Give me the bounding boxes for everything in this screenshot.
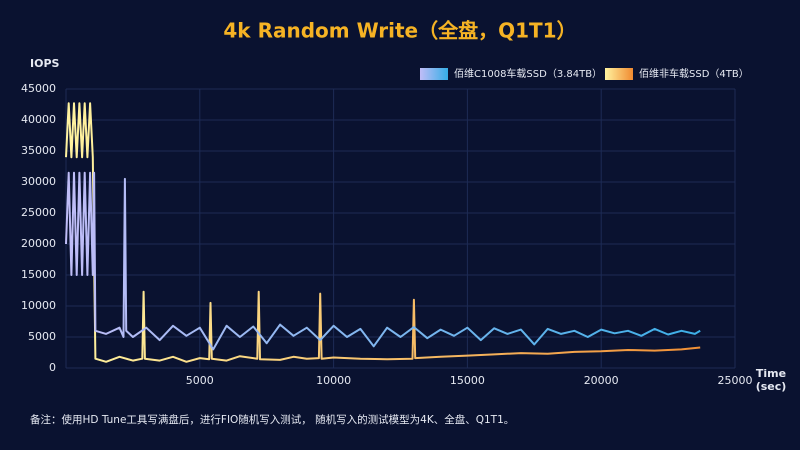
x-axis-label: Time <box>756 367 786 380</box>
y-tick-label: 30000 <box>21 175 56 188</box>
x-tick-label: 15000 <box>450 374 485 387</box>
footnote: 备注：使用HD Tune工具写满盘后，进行FIO随机写入测试， 随机写入的测试模… <box>30 413 514 426</box>
y-tick-label: 40000 <box>21 113 56 126</box>
x-axis-label: (sec) <box>756 380 787 393</box>
legend-label: 佰维非车载SSD（4TB） <box>639 67 749 80</box>
series-line <box>65 102 701 363</box>
x-tick-label: 20000 <box>584 374 619 387</box>
chart-title: 4k Random Write（全盘，Q1T1） <box>223 19 576 43</box>
y-tick-label: 35000 <box>21 144 56 157</box>
y-axis-label: IOPS <box>30 57 60 70</box>
y-tick-label: 5000 <box>28 330 56 343</box>
legend-swatch <box>420 68 448 80</box>
x-tick-label: 5000 <box>186 374 214 387</box>
series-line <box>65 171 701 351</box>
y-tick-label: 45000 <box>21 82 56 95</box>
y-tick-label: 15000 <box>21 268 56 281</box>
x-tick-label: 25000 <box>718 374 753 387</box>
y-tick-label: 0 <box>49 361 56 374</box>
y-tick-label: 10000 <box>21 299 56 312</box>
x-tick-label: 10000 <box>316 374 351 387</box>
legend-label: 佰维C1008车载SSD（3.84TB） <box>454 67 602 80</box>
y-tick-label: 25000 <box>21 206 56 219</box>
y-tick-label: 20000 <box>21 237 56 250</box>
legend-swatch <box>605 68 633 80</box>
